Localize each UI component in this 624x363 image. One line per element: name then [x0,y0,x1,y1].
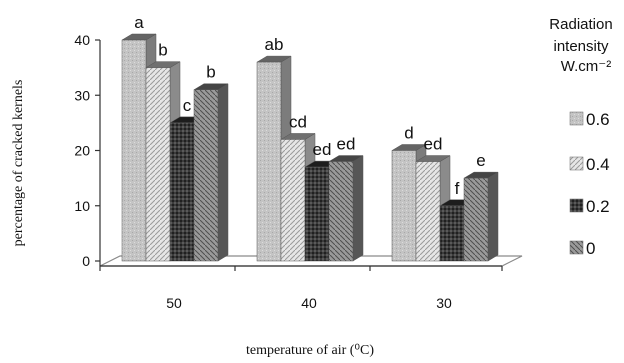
bar-letter-label: ed [337,135,356,154]
bar-letter-label: e [476,151,485,170]
bar-front [256,61,282,262]
bar-side [352,155,364,262]
legend: Radiation intensity W.cm⁻² 0.6 0.4 0.2 0 [549,16,612,258]
bar-front [169,122,195,262]
bar-front [121,39,147,262]
bar-letter-label: d [404,124,413,143]
bar-front [304,166,330,262]
x-tick-label: 50 [166,295,182,311]
bar-30-0 [463,171,499,262]
legend-label: 0.4 [586,155,610,174]
y-tick-label: 40 [74,32,90,48]
legend-label: 0.6 [586,110,610,129]
bar-letter-label: f [455,179,460,198]
bar-50-0 [193,83,229,262]
bar-side [217,83,229,262]
bar-letter-label: ab [265,35,284,54]
legend-item-0: 0 [569,239,595,258]
legend-item-0.4: 0.4 [569,155,610,174]
bar-letter-label: cd [289,112,307,131]
bar-40-0 [328,155,364,262]
bar-letter-label: b [158,41,167,60]
y-tick-label: 10 [74,198,90,214]
bar-front [145,67,171,262]
legend-swatch [569,111,584,126]
legend-swatch [569,240,584,255]
legend-item-0.6: 0.6 [569,110,610,129]
bar-letter-label: c [183,96,192,115]
legend-title-line-3: W.cm⁻² [561,58,611,75]
legend-label: 0 [586,239,595,258]
bar-letter-label: ed [313,140,332,159]
bar-letter-label: a [134,13,144,32]
bar-front [280,139,306,262]
y-axis-title: percentage of cracked kernels [11,80,26,247]
bar-front [391,150,417,262]
x-tick-label: 30 [436,295,452,311]
x-axis-title: temperature of air (⁰C) [246,343,374,358]
bar-front [415,161,441,262]
bar-side [487,171,499,262]
bar-50-0.4 [145,61,181,262]
y-tick-label: 20 [74,143,90,159]
legend-title-line-1: Radiation [549,16,612,33]
x-ticks: 50 40 30 [99,266,503,311]
bar-letter-label: ed [424,135,443,154]
legend-swatch [569,198,584,213]
legend-label: 0.2 [586,197,610,216]
y-ticks: 0 10 20 30 40 [74,32,100,269]
y-tick-label: 0 [82,253,90,269]
bar-front [439,205,465,262]
bar-letter-label: b [206,63,215,82]
bar-front [193,89,219,262]
legend-title-line-2: intensity [553,38,609,55]
x-tick-label: 40 [301,295,317,311]
bar-front [463,177,489,262]
legend-swatch [569,156,584,171]
legend-item-0.2: 0.2 [569,197,610,216]
bar-front [328,161,354,262]
bars [121,33,499,262]
y-tick-label: 30 [74,87,90,103]
